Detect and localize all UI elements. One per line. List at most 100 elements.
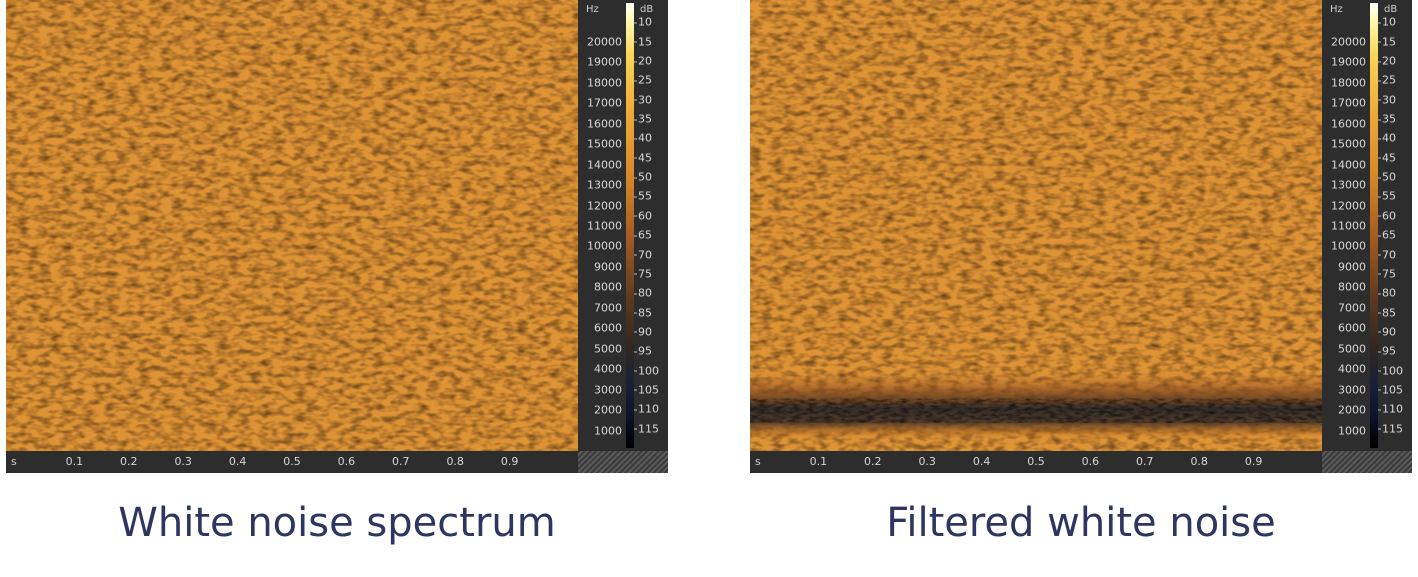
frequency-tick-label: 1000 <box>1338 424 1366 438</box>
frequency-tick-label: 11000 <box>587 219 622 233</box>
colorbar-tick-label: 70 <box>1378 248 1396 262</box>
colorbar-tick-label: 20 <box>1378 54 1396 68</box>
colorbar-tick-label: 105 <box>634 383 659 397</box>
colorbar-tick-label: 75 <box>634 267 652 281</box>
spectrogram-panel-right: Hz 20000 19000 18000 17000 16000 15000 14000 13… <box>750 0 1412 473</box>
spectrogram-plot <box>750 0 1322 451</box>
colorbar-tick-label: 30 <box>634 93 652 107</box>
time-tick-label: 0.5 <box>283 455 301 468</box>
time-tick-label: 0.8 <box>446 455 464 468</box>
frequency-tick-label: 7000 <box>1338 301 1366 315</box>
colorbar-tick-label: 80 <box>1378 286 1396 300</box>
frequency-tick-label: 3000 <box>1338 383 1366 397</box>
frequency-tick-label: 16000 <box>1331 117 1366 131</box>
time-tick-label: 0.6 <box>1081 455 1100 468</box>
colorbar-tick-label: 55 <box>1378 189 1396 203</box>
colorbar-tick-label: 50 <box>634 170 652 184</box>
colorbar-tick-label: 75 <box>1378 267 1396 281</box>
frequency-tick-label: 1000 <box>594 424 622 438</box>
colorbar-tick-label: 110 <box>634 402 659 416</box>
colorbar-tick-label: 40 <box>634 131 652 145</box>
time-tick-label: 0.2 <box>120 455 138 468</box>
frequency-tick-label: 15000 <box>1331 137 1366 151</box>
colorbar-tick-label: 90 <box>634 325 652 339</box>
frequency-tick-label: 10000 <box>587 239 622 253</box>
colorbar-tick-label: 10 <box>1378 15 1396 29</box>
frequency-tick-label: 13000 <box>587 178 622 192</box>
frequency-tick-label: 10000 <box>1331 239 1366 253</box>
time-tick-label: 0.7 <box>392 455 410 468</box>
colorbar-tick-label: 65 <box>1378 228 1396 242</box>
colorbar-tick-label: 10 <box>634 15 652 29</box>
time-tick-label: 0.5 <box>1027 455 1045 468</box>
frequency-tick-label: 12000 <box>587 199 622 213</box>
colorbar-tick-label: 15 <box>1378 35 1396 49</box>
frequency-tick-label: 4000 <box>1338 362 1366 376</box>
colorbar-tick-label: 45 <box>634 151 652 165</box>
colorbar-tick-label: 35 <box>634 112 652 126</box>
frequency-tick-label: 15000 <box>587 137 622 151</box>
colorbar-tick-label: 15 <box>634 35 652 49</box>
frequency-tick-label: 9000 <box>594 260 622 274</box>
colorbar-tick-label: 85 <box>1378 306 1396 320</box>
colorbar-tick-label: 110 <box>1378 402 1403 416</box>
frequency-tick-label: 6000 <box>1338 321 1366 335</box>
frequency-tick-label: 18000 <box>587 76 622 90</box>
time-tick-label: 0.9 <box>500 455 519 468</box>
frequency-tick-label: 20000 <box>587 35 622 49</box>
frequency-tick-label: 11000 <box>1331 219 1366 233</box>
time-tick-label: 0.8 <box>1190 455 1208 468</box>
colorbar-tick-label: 105 <box>1378 383 1403 397</box>
colorbar-tick-label: 100 <box>1378 364 1403 378</box>
colorbar-gradient <box>1370 3 1378 448</box>
frequency-tick-label: 18000 <box>1331 76 1366 90</box>
time-tick-label: 0.3 <box>174 455 192 468</box>
spectrogram-image <box>750 0 1322 451</box>
time-tick-label: 0.9 <box>1244 455 1263 468</box>
colorbar-tick-label: 115 <box>634 422 659 436</box>
colorbar-tick-label: 115 <box>1378 422 1403 436</box>
time-tick-label: 0.1 <box>65 455 84 468</box>
frequency-tick-label: 19000 <box>587 55 622 69</box>
frequency-tick-label: 8000 <box>594 280 622 294</box>
frequency-tick-label: 2000 <box>1338 403 1366 417</box>
time-axis: s 0.1 0.2 0.3 0.4 0.5 0.6 0.7 0.8 0.9 <box>750 451 1322 473</box>
colorbar-tick-label: 95 <box>1378 344 1396 358</box>
axis-corner-hatch <box>578 451 668 473</box>
time-tick-label: 0.7 <box>1136 455 1154 468</box>
frequency-tick-label: 13000 <box>1331 178 1366 192</box>
time-tick-label: 0.1 <box>809 455 828 468</box>
frequency-tick-label: 4000 <box>594 362 622 376</box>
frequency-tick-label: 14000 <box>587 158 622 172</box>
time-tick-label: 0.3 <box>918 455 936 468</box>
frequency-tick-label: 9000 <box>1338 260 1366 274</box>
spectrogram-panel-left: Hz 20000 19000 18000 17000 16000 15000 14000 13… <box>6 0 668 473</box>
time-axis: s 0.1 0.2 0.3 0.4 0.5 0.6 0.7 0.8 0.9 <box>6 451 578 473</box>
colorbar-tick-label: 100 <box>634 364 659 378</box>
frequency-tick-label: 17000 <box>1331 96 1366 110</box>
time-tick-label: 0.6 <box>337 455 356 468</box>
time-tick-label: 0.4 <box>972 455 991 468</box>
colorbar-tick-label: 40 <box>1378 131 1396 145</box>
colorbar-tick-label: 60 <box>634 209 652 223</box>
frequency-tick-label: 12000 <box>1331 199 1366 213</box>
time-tick-label: 0.2 <box>864 455 882 468</box>
colorbar-tick-label: 65 <box>634 228 652 242</box>
frequency-axis-unit: Hz <box>586 4 599 15</box>
chart-caption: Filtered white noise <box>886 500 1276 546</box>
frequency-tick-label: 8000 <box>1338 280 1366 294</box>
spectrogram-image <box>6 0 578 451</box>
colorbar-tick-label: 35 <box>1378 112 1396 126</box>
frequency-tick-label: 14000 <box>1331 158 1366 172</box>
frequency-tick-label: 6000 <box>594 321 622 335</box>
colorbar-unit: dB <box>1384 4 1398 15</box>
colorbar-tick-label: 25 <box>634 73 652 87</box>
colorbar-tick-label: 85 <box>634 306 652 320</box>
frequency-tick-label: 20000 <box>1331 35 1366 49</box>
colorbar-tick-label: 70 <box>634 248 652 262</box>
colorbar-tick-label: 20 <box>634 54 652 68</box>
frequency-tick-label: 3000 <box>594 383 622 397</box>
time-tick-label: 0.4 <box>228 455 247 468</box>
colorbar-tick-label: 30 <box>1378 93 1396 107</box>
frequency-tick-label: 2000 <box>594 403 622 417</box>
